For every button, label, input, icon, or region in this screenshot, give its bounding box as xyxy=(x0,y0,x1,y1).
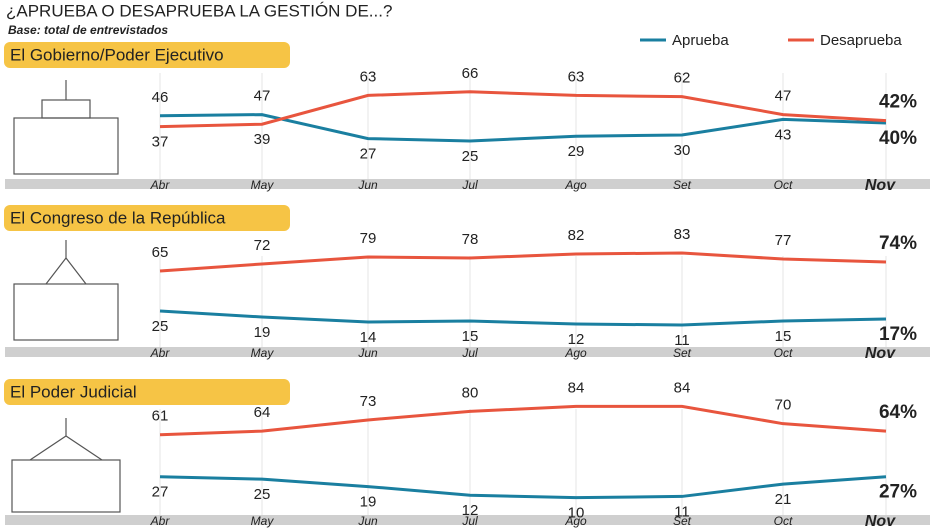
data-label: 17% xyxy=(879,324,917,345)
data-label: 64 xyxy=(254,404,271,421)
x-tick-label: Jul xyxy=(461,514,478,528)
data-line xyxy=(159,309,887,327)
data-label: 12 xyxy=(462,502,479,519)
x-tick-label: May xyxy=(251,178,275,192)
x-tick-label: Jun xyxy=(357,514,378,528)
data-line xyxy=(159,404,887,437)
data-label: 27 xyxy=(360,146,377,163)
data-line xyxy=(159,251,887,273)
data-label: 15 xyxy=(462,328,479,345)
data-label: 77 xyxy=(775,232,792,249)
data-label: 84 xyxy=(568,379,585,396)
data-label: 25 xyxy=(152,318,169,335)
x-tick-label: Set xyxy=(673,514,692,528)
panel-header xyxy=(4,42,290,68)
x-tick-label: Jul xyxy=(461,178,478,192)
data-label: 15 xyxy=(775,328,792,345)
x-tick-label: Nov xyxy=(865,513,896,528)
data-label: 84 xyxy=(674,379,691,396)
data-label: 37 xyxy=(152,134,169,151)
x-tick-label: Ago xyxy=(564,346,587,360)
data-label: 64% xyxy=(879,402,917,423)
data-label: 30 xyxy=(674,142,691,159)
data-label: 11 xyxy=(674,503,690,520)
panel-header xyxy=(4,379,290,405)
data-label: 39 xyxy=(254,131,271,148)
data-label: 79 xyxy=(360,230,377,247)
x-tick-label: May xyxy=(251,514,275,528)
x-tick-label: Abr xyxy=(150,178,171,192)
data-label: 10 xyxy=(568,505,585,522)
data-label: 47 xyxy=(254,88,271,105)
panel-title: El Poder Judicial xyxy=(10,382,137,401)
data-label: 73 xyxy=(360,393,377,410)
x-tick-label: Abr xyxy=(150,346,171,360)
data-label: 27 xyxy=(152,484,169,501)
x-tick-label: Set xyxy=(673,346,692,360)
data-label: 63 xyxy=(360,68,377,85)
data-label: 72 xyxy=(254,237,271,254)
data-label: 47 xyxy=(775,88,792,105)
panel-header xyxy=(4,205,290,231)
data-label: 74% xyxy=(879,233,917,254)
x-tick-label: Oct xyxy=(774,178,793,192)
data-label: 21 xyxy=(775,491,792,508)
building-icons xyxy=(11,80,121,513)
axis-band xyxy=(5,179,930,189)
x-tick-label: Nov xyxy=(865,345,896,362)
data-label: 65 xyxy=(152,244,169,261)
data-label: 83 xyxy=(674,226,691,243)
x-tick-label: Ago xyxy=(564,514,587,528)
data-label: 43 xyxy=(775,126,792,143)
data-label: 78 xyxy=(462,231,479,248)
data-label: 11 xyxy=(674,332,690,349)
x-tick-label: Abr xyxy=(150,514,171,528)
x-tick-label: Ago xyxy=(564,178,587,192)
data-label: 42% xyxy=(879,92,917,113)
x-tick-label: Jun xyxy=(357,346,378,360)
x-tick-label: Nov xyxy=(865,177,896,194)
data-label: 25 xyxy=(462,148,479,165)
data-label: 12 xyxy=(568,331,585,348)
panel-title: El Gobierno/Poder Ejecutivo xyxy=(10,45,224,64)
x-tick-label: Jun xyxy=(357,178,378,192)
data-label: 14 xyxy=(360,329,377,346)
data-label: 70 xyxy=(775,397,792,414)
data-label: 19 xyxy=(360,494,377,511)
legend-label: Aprueba xyxy=(672,32,729,49)
panel-title: El Congreso de la República xyxy=(10,208,226,227)
data-label: 40% xyxy=(879,128,917,149)
data-label: 19 xyxy=(254,324,271,341)
data-label: 46 xyxy=(152,89,169,106)
x-tick-label: Oct xyxy=(774,514,793,528)
legend-label: Desaprueba xyxy=(820,32,902,49)
x-tick-label: Set xyxy=(673,178,692,192)
page-title: ¿APRUEBA O DESAPRUEBA LA GESTIÓN DE...? xyxy=(6,1,392,20)
data-label: 82 xyxy=(568,227,585,244)
data-label: 66 xyxy=(462,65,479,82)
axis-band xyxy=(5,515,930,525)
data-line xyxy=(159,475,887,500)
data-label: 29 xyxy=(568,143,585,160)
axis-band xyxy=(5,347,930,357)
data-label: 80 xyxy=(462,384,479,401)
data-label: 25 xyxy=(254,486,271,503)
page-subtitle: Base: total de entrevistados xyxy=(8,23,168,37)
x-tick-label: May xyxy=(251,346,275,360)
data-label: 63 xyxy=(568,68,585,85)
data-label: 62 xyxy=(674,70,691,87)
x-tick-label: Oct xyxy=(774,346,793,360)
data-label: 61 xyxy=(152,408,169,425)
x-tick-label: Jul xyxy=(461,346,478,360)
data-line xyxy=(159,90,887,129)
data-label: 27% xyxy=(879,482,917,503)
